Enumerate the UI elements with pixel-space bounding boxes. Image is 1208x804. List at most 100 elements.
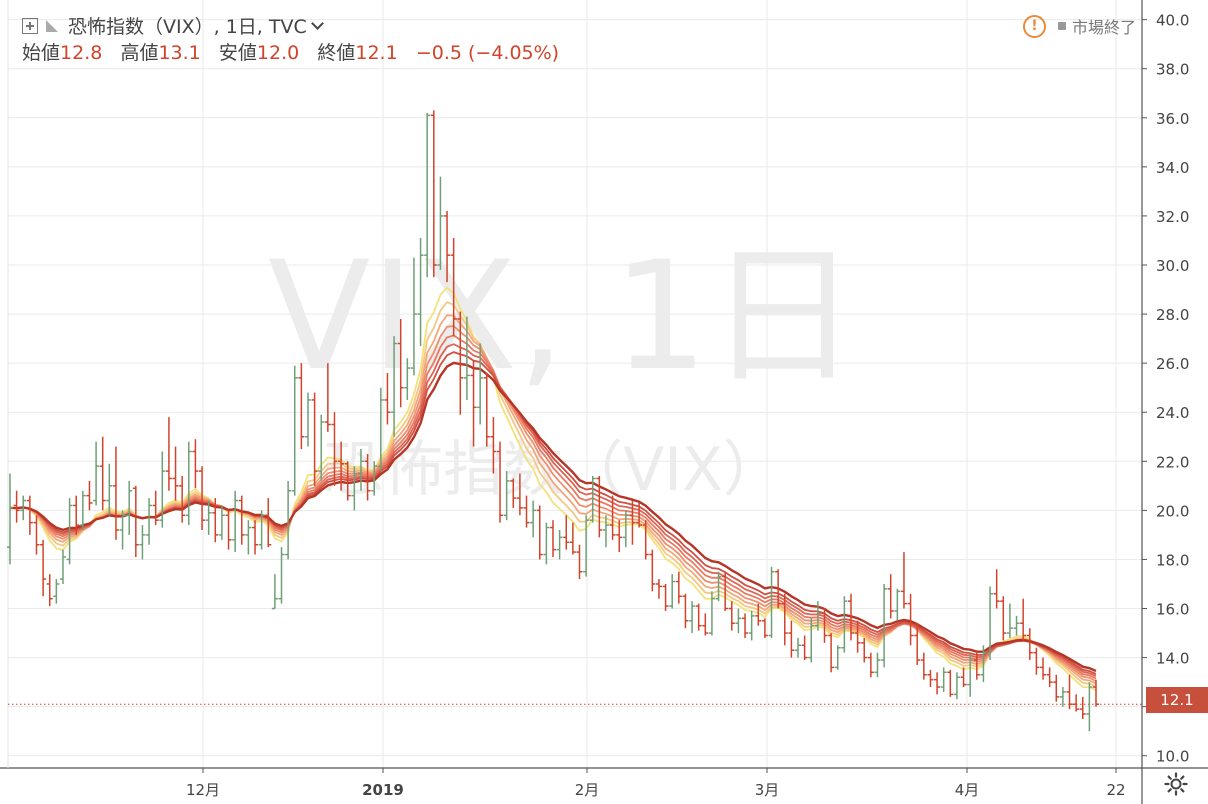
ohlc-bar [199,466,206,530]
ohlc-bar [463,316,470,400]
ohlc-bar [596,476,603,538]
ohlc-bar [834,645,841,670]
ohlc-bar [874,652,881,678]
ohlc-bar [589,476,596,523]
ohlc-bar [1046,667,1053,688]
ohlc-bar [377,387,384,472]
y-tick-label: 36.0 [1156,110,1189,128]
ohlc-bar [132,485,139,557]
ohlc-bar [543,522,550,565]
open-value: 12.8 [60,42,103,64]
ohlc-bar [940,667,947,692]
ohlc-bar [516,473,523,516]
ohlc-bar [675,571,682,604]
ohlc-bar [338,441,345,491]
y-tick-label: 40.0 [1156,12,1189,30]
ohlc-bar [311,392,318,486]
y-tick-label: 24.0 [1156,404,1189,422]
market-status-text: 市場終了 [1071,18,1136,37]
ohlc-bar [550,520,556,557]
ohlc-bar [397,318,404,408]
ohlc-bar [13,490,20,523]
ohlc-bar [695,603,702,631]
ohlc-bar [662,583,669,611]
ohlc-bar [854,620,861,653]
ohlc-bar [1013,615,1020,636]
ohlc-bar [119,510,126,550]
ohlc-bar [457,311,464,415]
warning-icon[interactable]: ! [1022,14,1046,38]
ohlc-bar [40,539,47,597]
ohlc-bar [112,446,119,540]
ohlc-bar [159,451,166,528]
ohlc-bar [523,495,530,528]
y-tick-label: 32.0 [1156,208,1189,226]
ohlc-bar [556,529,563,560]
ohlc-bar [1006,603,1013,638]
ohlc-bar [212,498,219,543]
ohlc-bar [907,593,914,646]
ohlc-bar [357,449,364,491]
x-tick-label: 22 [1106,781,1125,799]
ohlc-bar [801,635,808,661]
ohlc-bar [742,613,749,638]
market-status: ! 市場終了 [1022,14,1136,38]
chevron-down-icon[interactable] [310,17,324,30]
x-tick-label: 3月 [755,781,780,799]
ohlc-bar [497,441,504,523]
ohlc-bar [914,623,921,665]
ohlc-bar [655,579,662,599]
ohlc-bar [79,490,86,530]
ohlc-bar [1053,674,1060,702]
symbol-title[interactable]: 恐怖指数（VIX）, 1日, TVC [68,16,307,38]
ohlc-bar [318,414,325,481]
ohlc-bar [265,498,272,548]
gear-icon[interactable] [1164,772,1188,796]
ohlc-bar [1000,596,1007,641]
ohlc-bar [218,505,225,540]
y-tick-label: 22.0 [1156,453,1189,471]
ohlc-bar [953,672,960,700]
ohlc-bar [371,461,378,496]
ohlc-bar [26,495,33,535]
ohlc-bar [59,549,66,584]
ohlc-bar [980,645,987,683]
y-tick-label: 14.0 [1156,650,1189,668]
add-indicator-icon[interactable] [22,18,38,34]
ohlc-bar [708,591,715,636]
ohlc-bar [444,211,451,283]
ohlc-bar [881,583,888,668]
legend-ohlc-row: 始値12.8 高値13.1 安値12.0 終値12.1 −0.5 (−4.05%… [22,40,559,66]
low-value: 12.0 [256,42,300,64]
ohlc-bar [7,473,13,565]
y-tick-label: 34.0 [1156,159,1189,177]
ohlc-bar [795,637,802,658]
x-tick-label: 2月 [575,781,600,799]
ohlc-bar [841,596,848,653]
change-value: −0.5 (−4.05%) [415,42,560,64]
ohlc-bar [298,363,305,450]
ohlc-bar [828,633,835,673]
ohlc-bar [252,520,259,555]
ohlc-bar [232,490,239,553]
ohlc-bar [768,566,775,638]
ohlc-bar [1086,682,1093,732]
ohlc-bar [291,365,298,496]
ohlc-bar [536,505,543,560]
ohlc-bar [1020,598,1027,641]
ohlc-bar [73,495,80,535]
symbol-flag-icon[interactable] [46,20,58,32]
ohlc-bar [364,453,371,501]
ohlc-bar [927,669,934,688]
ma-ribbon-line-7 [9,351,1097,675]
ohlc-bar [510,478,517,508]
open-label: 始値 [22,42,61,64]
watermark-main: VIX, 1日 [268,230,858,404]
ohlc-bar [20,495,27,521]
ohlc-bar [1059,687,1066,707]
ohlc-bar [563,515,570,550]
ohlc-bar [285,480,292,560]
